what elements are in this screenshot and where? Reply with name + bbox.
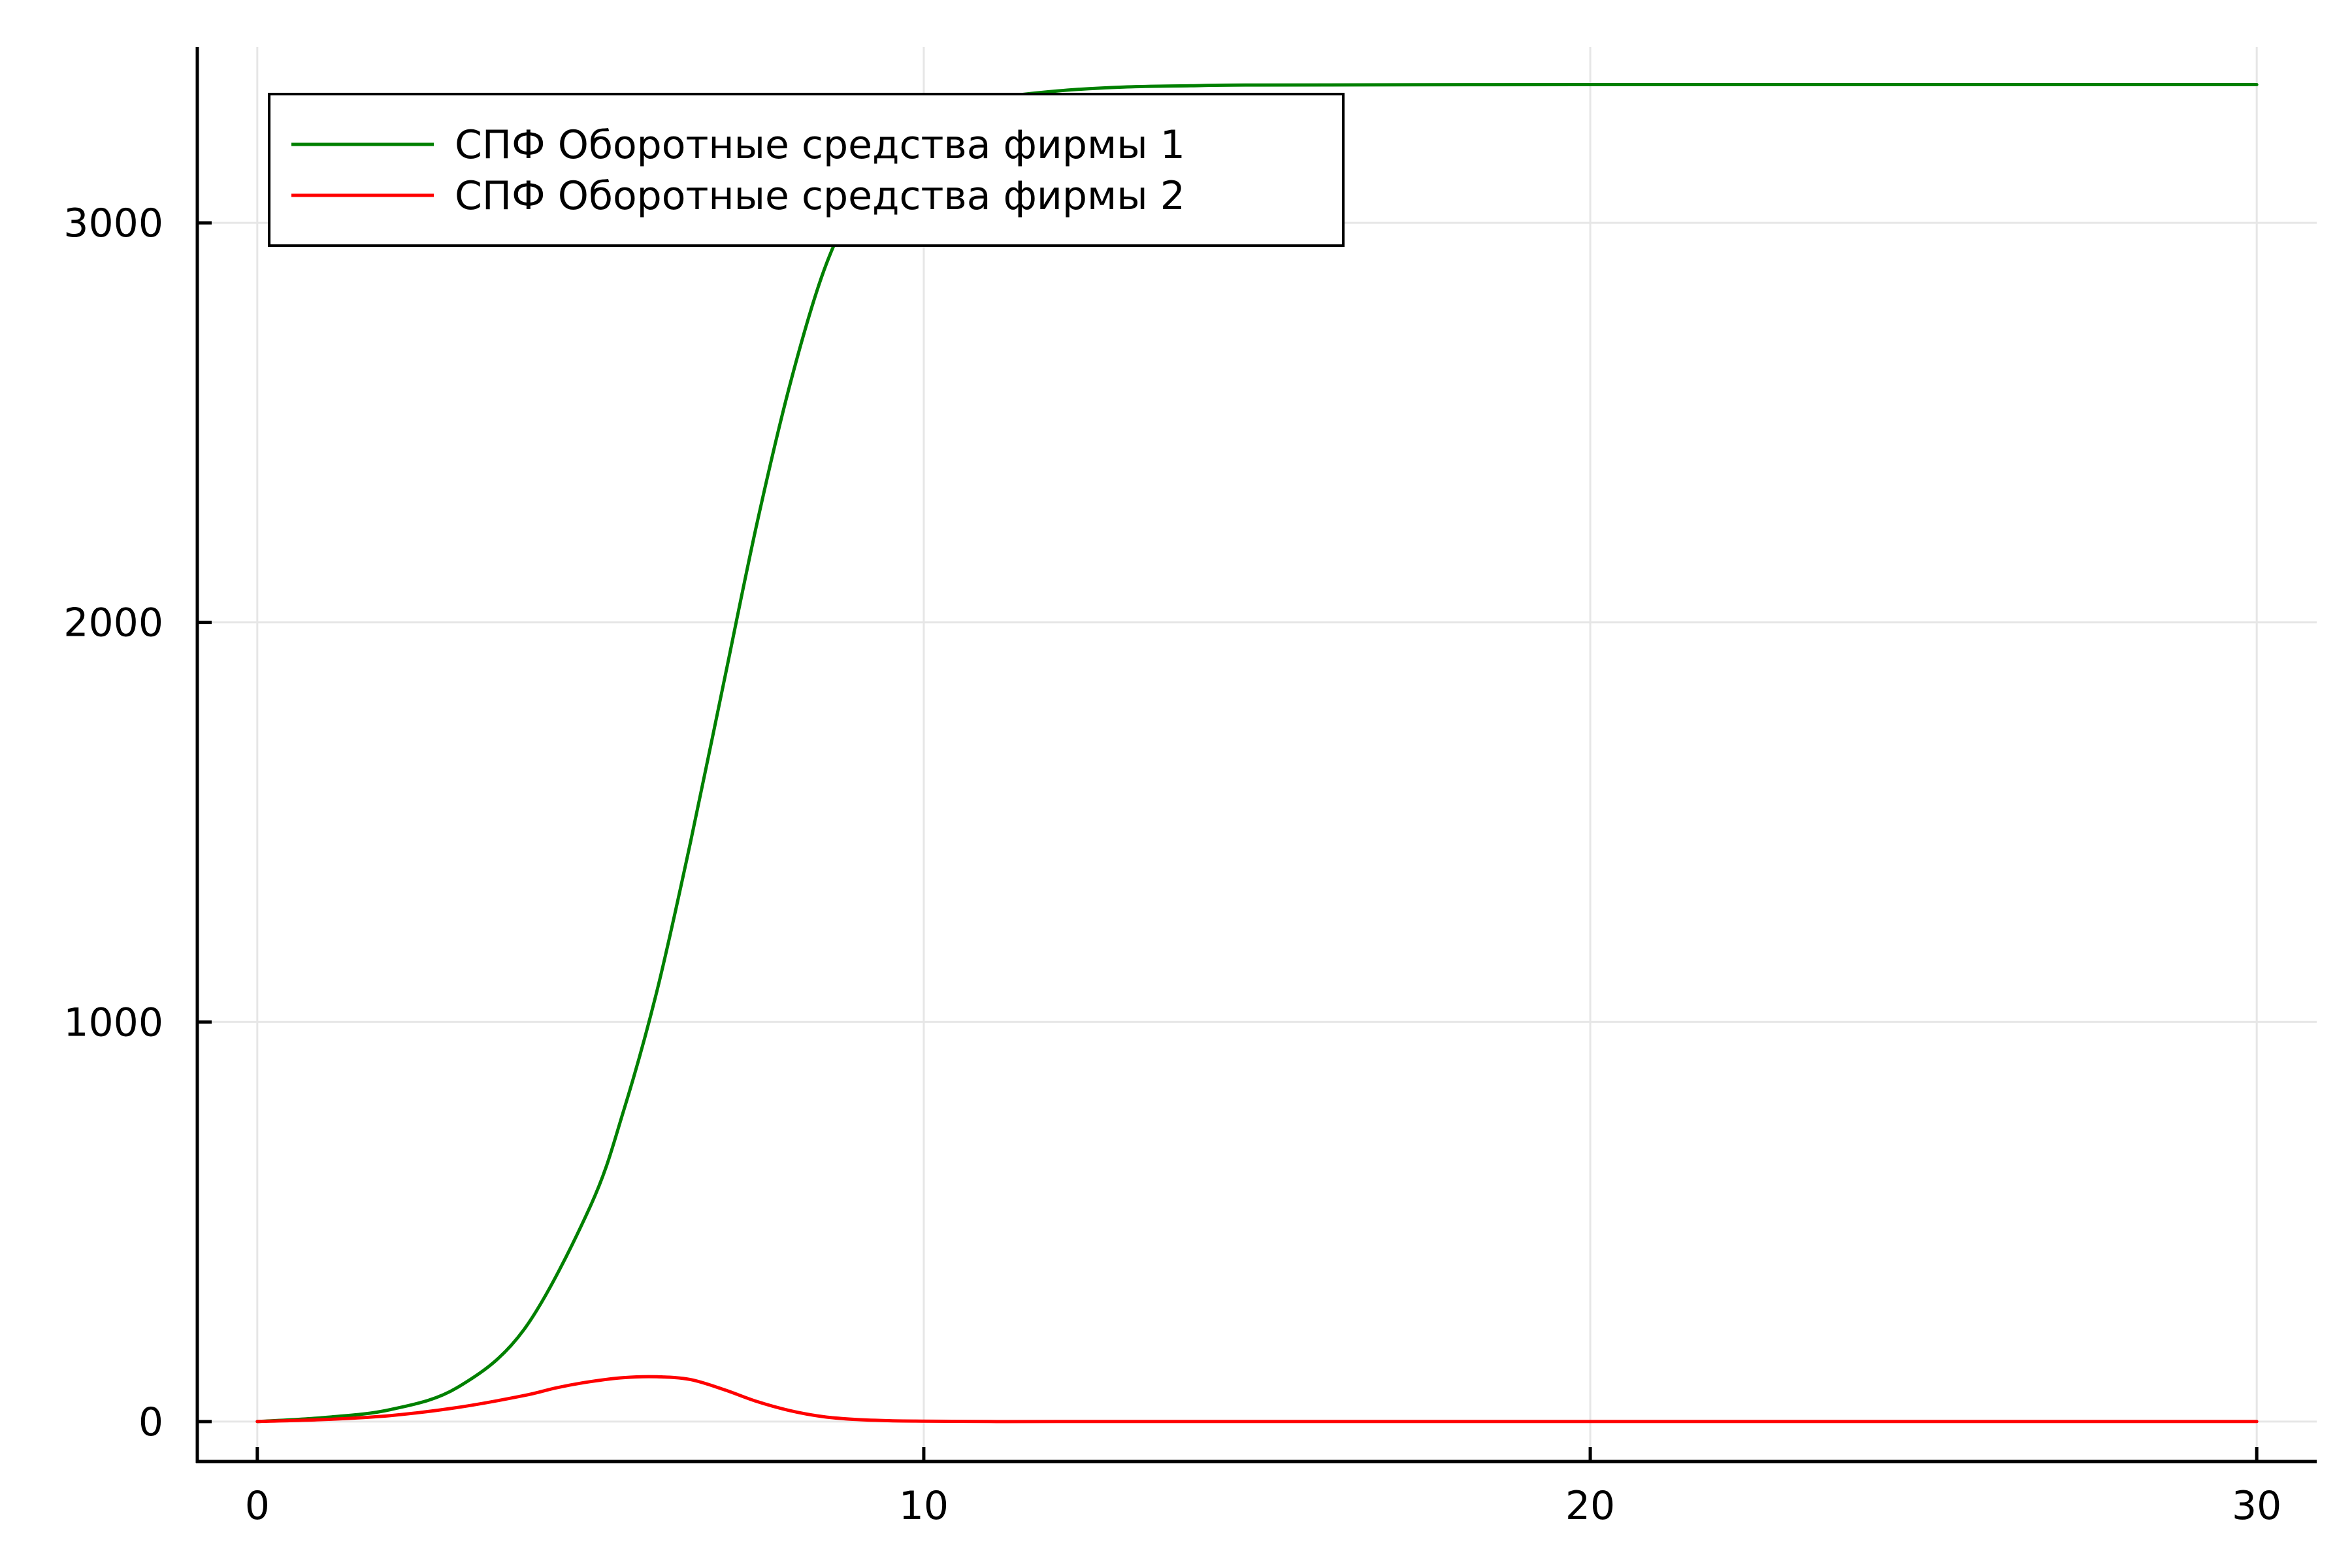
y-tick-label: 0 <box>139 1399 163 1445</box>
y-tick-label: 1000 <box>63 1000 163 1045</box>
axes <box>195 47 2317 1463</box>
x-tick-label: 0 <box>245 1483 270 1529</box>
legend: СПФ Оборотные средства фирмы 1 СПФ Оборо… <box>268 93 1345 247</box>
x-tick-label: 20 <box>1565 1483 1615 1529</box>
series-line-2 <box>255 1375 2259 1424</box>
x-tick-label: 10 <box>899 1483 949 1529</box>
y-tick-label: 3000 <box>63 201 163 246</box>
legend-label-series-1: СПФ Оборотные средства фирмы 1 <box>455 122 1185 168</box>
legend-box <box>268 93 1345 247</box>
legend-label-series-2: СПФ Оборотные средства фирмы 2 <box>455 173 1185 219</box>
y-ticks: 0 1000 2000 3000 <box>63 201 212 1445</box>
x-ticks: 0 10 20 30 <box>245 1447 2281 1529</box>
series-layer <box>255 82 2259 1424</box>
x-tick-label: 30 <box>2232 1483 2281 1529</box>
y-tick-label: 2000 <box>63 600 163 646</box>
series-line-1 <box>255 82 2259 1424</box>
